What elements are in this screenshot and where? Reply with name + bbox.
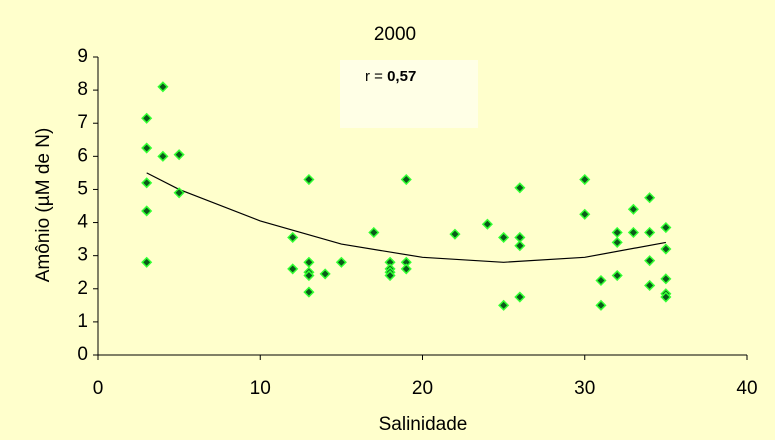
point: [303, 269, 315, 282]
annotation-value: 0,57: [387, 68, 416, 85]
point: [141, 205, 153, 217]
point: [498, 231, 510, 244]
point: [303, 286, 315, 298]
x-axis-label: Salinidade: [379, 414, 468, 435]
y-tick-label: 4: [77, 212, 88, 233]
point: [611, 269, 623, 282]
point: [660, 221, 672, 234]
point: [660, 243, 672, 255]
point: [157, 81, 169, 93]
point: [303, 173, 315, 186]
x-tick-label: 0: [93, 378, 104, 399]
point: [644, 192, 656, 204]
annotation-box: [340, 60, 478, 128]
point: [449, 228, 461, 240]
point: [611, 236, 623, 248]
point: [579, 173, 591, 186]
point: [141, 142, 153, 154]
point: [481, 218, 493, 230]
point: [173, 187, 185, 199]
y-tick-label: 9: [77, 46, 88, 67]
point: [660, 291, 672, 303]
point: [595, 274, 607, 287]
point: [287, 263, 299, 275]
point: [400, 263, 412, 275]
y-tick-label: 0: [77, 344, 88, 365]
point: [644, 279, 656, 292]
y-tick-label: 3: [77, 245, 88, 266]
point: [384, 269, 396, 282]
y-tick-label: 1: [77, 311, 88, 332]
point: [319, 268, 331, 280]
annotation: r = 0,57: [365, 68, 416, 85]
point: [514, 240, 526, 252]
chart-title: 2000: [374, 24, 416, 45]
y-tick-label: 7: [77, 112, 88, 133]
point: [141, 256, 153, 268]
point: [498, 299, 510, 311]
point: [595, 299, 607, 311]
point: [368, 226, 380, 239]
point: [514, 182, 526, 194]
y-tick-label: 8: [77, 79, 88, 100]
trend-line: [146, 172, 666, 263]
y-tick-label: 5: [77, 178, 88, 199]
point: [400, 173, 412, 186]
y-tick-label: 2: [77, 278, 88, 299]
x-tick-label: 20: [412, 378, 433, 399]
point: [141, 112, 153, 124]
point: [335, 256, 347, 268]
point: [514, 291, 526, 303]
point: [287, 231, 299, 244]
x-tick-label: 30: [574, 378, 595, 399]
point: [157, 150, 169, 162]
point: [644, 226, 656, 239]
point: [141, 177, 153, 189]
point: [627, 226, 639, 239]
point: [579, 208, 591, 220]
x-tick-label: 40: [736, 378, 757, 399]
annotation-prefix: r =: [365, 68, 387, 85]
x-tick-label: 10: [250, 378, 271, 399]
point: [644, 255, 656, 267]
point: [660, 273, 672, 285]
y-tick-label: 6: [77, 145, 88, 166]
y-axis-label: Amônio (µM de N): [33, 128, 54, 283]
point: [627, 203, 639, 215]
point: [173, 149, 185, 161]
